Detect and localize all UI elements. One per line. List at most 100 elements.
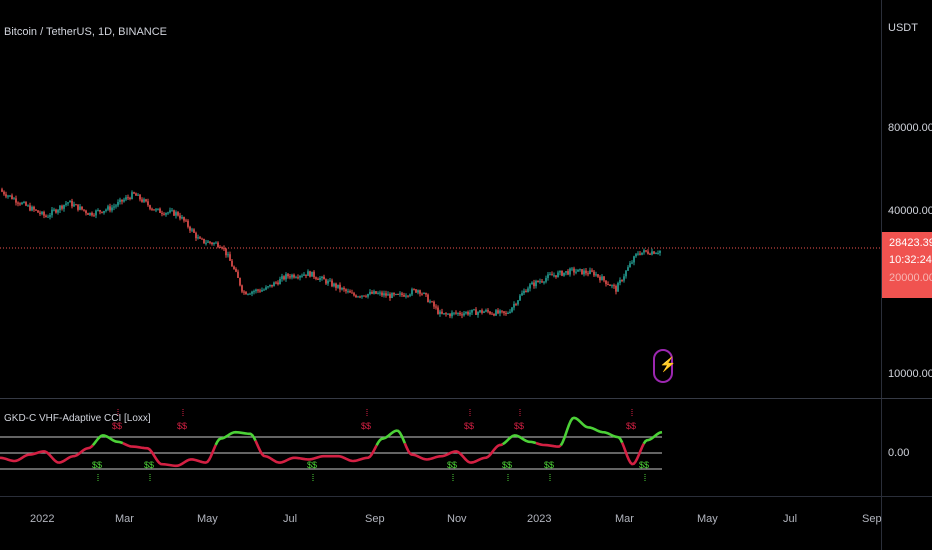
candle-body	[297, 277, 299, 279]
candle-body	[637, 253, 639, 255]
pane-divider[interactable]	[0, 398, 932, 399]
candle-body	[193, 229, 195, 233]
candle-body	[601, 276, 603, 281]
candle-body	[429, 301, 431, 303]
candle-body	[419, 290, 421, 294]
candle-body	[417, 290, 419, 293]
candle-body	[407, 295, 409, 297]
candle-body	[143, 199, 145, 202]
candle-body	[581, 269, 583, 275]
candle-body	[445, 313, 447, 315]
candle-body	[421, 293, 423, 295]
candle-body	[53, 209, 55, 211]
candle-body	[367, 294, 369, 297]
candle-body	[31, 206, 33, 211]
candle-body	[527, 288, 529, 293]
oscillator-bull-segment	[91, 434, 124, 447]
buy-signal-label: $$	[447, 460, 457, 470]
oscillator-levels	[0, 436, 662, 470]
candle-body	[187, 220, 189, 227]
candle-body	[163, 213, 165, 215]
candle-body	[61, 205, 63, 209]
candle-body	[575, 271, 577, 273]
candle-body	[593, 271, 595, 276]
oscillator-bear-segment	[0, 444, 94, 464]
candle-body	[375, 291, 377, 294]
candle-body	[179, 215, 181, 219]
candle-body	[503, 311, 505, 313]
candle-body	[439, 311, 441, 314]
candle-body	[631, 262, 633, 264]
signal-markers: $$ $$ $$ $$ $$ $$ $$ $$ $$ $$ $$ $$ $$	[92, 409, 649, 482]
candle-body	[291, 274, 293, 278]
candle-body	[165, 212, 167, 215]
candle-body	[205, 242, 207, 244]
time-tick-2023: 2023	[527, 513, 552, 525]
candle-body	[99, 210, 101, 212]
candle-body	[355, 295, 357, 298]
lightning-icon[interactable]: ⚡	[653, 349, 676, 383]
candle-body	[39, 212, 41, 214]
candle-body	[545, 278, 547, 282]
oscillator-line	[0, 416, 663, 468]
candle-body	[181, 217, 183, 219]
sell-signal-label: $$	[177, 421, 187, 431]
time-tick-jul-2023: Jul	[783, 513, 798, 525]
candle-body	[473, 309, 475, 311]
candle-body	[33, 206, 35, 210]
candle-body	[591, 270, 593, 272]
indicator-title[interactable]: GKD-C VHF-Adaptive CCI [Loxx]	[4, 413, 151, 424]
candle-body	[239, 277, 241, 286]
candle-body	[117, 201, 119, 206]
candle-body	[79, 206, 81, 210]
time-tick-sep-2023: Sep	[862, 513, 882, 525]
candle-body	[551, 274, 553, 276]
candle-body	[341, 287, 343, 290]
candle-body	[171, 210, 173, 212]
candle-body	[491, 313, 493, 315]
candle-body	[645, 250, 647, 252]
price-tick-80000: 80000.00	[888, 122, 932, 134]
last-price-badge: 28423.39 10:32:24 20000.00	[882, 232, 932, 298]
candle-body	[5, 194, 7, 197]
candle-body	[383, 293, 385, 296]
candle-body	[75, 204, 77, 206]
candle-body	[299, 275, 301, 278]
candle-body	[541, 281, 543, 283]
candle-body	[135, 193, 137, 196]
candle-body	[467, 311, 469, 315]
candle-body	[617, 283, 619, 292]
candle-body	[659, 250, 661, 253]
candle-body	[305, 274, 307, 276]
candle-body	[547, 274, 549, 279]
candle-body	[653, 251, 655, 254]
candle-body	[337, 284, 339, 288]
candle-body	[121, 199, 123, 202]
candle-body	[65, 203, 67, 205]
candle-body	[3, 191, 5, 195]
candle-body	[107, 206, 109, 210]
candle-body	[277, 282, 279, 285]
candle-body	[203, 238, 205, 244]
candle-body	[469, 312, 471, 315]
candle-body	[139, 194, 141, 200]
candle-body	[17, 202, 19, 204]
candle-body	[609, 284, 611, 286]
buy-signal-label: $$	[92, 460, 102, 470]
candle-body	[151, 208, 153, 210]
candle-body	[57, 210, 59, 213]
candle-body	[635, 254, 637, 257]
candle-body	[525, 290, 527, 293]
chart-title[interactable]: Bitcoin / TetherUS, 1D, BINANCE	[4, 26, 168, 38]
candle-body	[301, 275, 303, 277]
candle-body	[379, 292, 381, 294]
candle-body	[131, 192, 133, 199]
candle-body	[397, 293, 399, 295]
candle-body	[623, 276, 625, 281]
candle-body	[475, 309, 477, 315]
candle-body	[543, 281, 545, 283]
candle-body	[235, 268, 237, 272]
candle-body	[517, 300, 519, 305]
candle-body	[567, 271, 569, 275]
